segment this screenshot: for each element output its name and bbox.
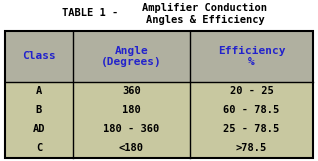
Text: AD: AD [33,124,45,134]
Text: B: B [36,105,42,115]
Text: TABLE 1 -: TABLE 1 - [62,8,118,18]
Text: 60 - 78.5: 60 - 78.5 [223,105,280,115]
Text: 360: 360 [122,86,141,96]
Text: <180: <180 [119,143,144,153]
Text: Angles & Efficiency: Angles & Efficiency [146,15,264,25]
Bar [5,31,313,158]
Text: 180: 180 [122,105,141,115]
Text: A: A [36,86,42,96]
Text: Angle
(Degrees): Angle (Degrees) [101,46,162,67]
Text: >78.5: >78.5 [236,143,267,153]
Text: 20 - 25: 20 - 25 [230,86,273,96]
Bar [5,82,313,158]
Text: 25 - 78.5: 25 - 78.5 [223,124,280,134]
Bar [5,31,313,82]
Text: C: C [36,143,42,153]
Text: Amplifier Conduction: Amplifier Conduction [142,3,267,13]
Text: Class: Class [22,51,56,61]
Text: Efficiency
%: Efficiency % [218,46,285,67]
Text: 180 - 360: 180 - 360 [103,124,159,134]
